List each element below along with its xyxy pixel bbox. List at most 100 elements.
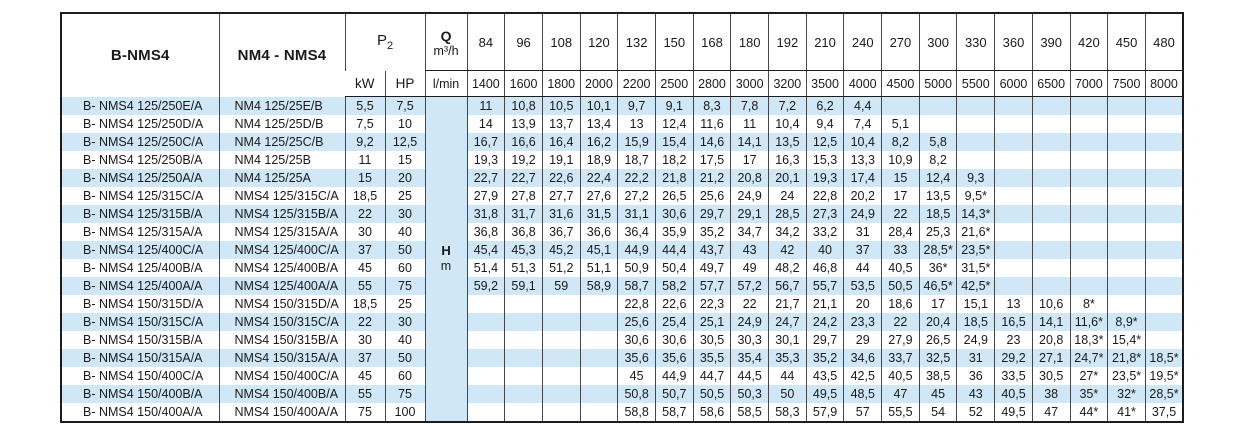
head-m-value: 21,6* <box>956 223 995 241</box>
head-m-value: 22,7 <box>504 169 543 187</box>
flow-header-lmin: 4500 <box>881 70 920 97</box>
head-m-value: 30,5 <box>692 331 731 349</box>
b-nms4-model-name: B- NMS4 150/400C/A <box>83 369 204 383</box>
head-m-value <box>1144 205 1184 223</box>
head-m-value: 36,6 <box>579 223 618 241</box>
head-m-value: 21,1 <box>805 295 844 313</box>
head-m-value: 18,9 <box>579 151 618 169</box>
head-m-value: 20,1 <box>768 169 807 187</box>
flow-header-lmin: 7000 <box>1069 70 1108 97</box>
head-m-value: 23,5* <box>1107 367 1146 385</box>
head-m-value: 23,3 <box>843 313 882 331</box>
head-m-value <box>1144 187 1184 205</box>
flow-header-m3h: 96 <box>504 13 543 71</box>
head-m-value <box>1107 115 1146 133</box>
nm4-nms4-model-name: NMS4 150/315D/A <box>218 295 345 313</box>
head-m-value: 43 <box>730 241 769 259</box>
head-m-value: 22,2 <box>617 169 656 187</box>
flow-header-m3h: 450 <box>1107 13 1146 71</box>
head-m-value <box>541 403 581 422</box>
head-m-value: 40 <box>805 241 844 259</box>
head-m-value: 36,4 <box>617 223 656 241</box>
head-m-value <box>1031 96 1071 115</box>
nm4-nms4-model-name: NMS4 150/315C/A <box>218 313 345 331</box>
unit-header-hp: HP <box>384 70 426 97</box>
flow-header-lmin: 2200 <box>617 70 656 97</box>
head-m-value: 57,2 <box>730 277 769 295</box>
head-m-value <box>1144 169 1184 187</box>
head-m-value: 44,4 <box>654 241 694 259</box>
head-m-value: 19,3 <box>805 169 844 187</box>
head-m-value: 35,6 <box>617 349 656 367</box>
flow-header-lmin: 2500 <box>654 70 694 97</box>
flow-header-m3h: 84 <box>466 13 505 71</box>
p2-kw-value: 45 <box>344 367 385 385</box>
flow-header-lmin: 2800 <box>692 70 731 97</box>
p2-hp-value: 30 <box>384 313 426 331</box>
head-m-value: 20,8 <box>1031 331 1071 349</box>
head-m-value <box>1144 115 1184 133</box>
head-m-value: 21,7 <box>768 295 807 313</box>
flow-header-m3h: 390 <box>1031 13 1071 71</box>
head-m-value <box>1144 133 1184 151</box>
head-m-value: 35,5 <box>692 349 731 367</box>
head-m-value: 19,3 <box>466 151 505 169</box>
p2-kw-value: 7,5 <box>344 115 385 133</box>
head-m-value: 24,2 <box>805 313 844 331</box>
flow-header-lmin: 6000 <box>994 70 1033 97</box>
head-m-value: 59,1 <box>504 277 543 295</box>
head-m-value: 30,5 <box>1031 367 1071 385</box>
head-m-value <box>1069 205 1108 223</box>
b-nms4-model-name: B- NMS4 125/400A/A <box>61 277 219 295</box>
head-m-value <box>1069 115 1108 133</box>
head-m-value: 13,5 <box>918 187 957 205</box>
head-m-value <box>466 331 505 349</box>
head-m-value <box>504 403 543 422</box>
head-m-value: 51,3 <box>504 259 543 277</box>
head-m-value: 11,6* <box>1069 313 1108 331</box>
head-m-value: 24,9 <box>843 205 882 223</box>
head-m-value: 9,7 <box>617 96 656 115</box>
head-m-value: 27,9 <box>881 331 920 349</box>
head-m-value <box>541 349 581 367</box>
head-m-value <box>881 96 920 115</box>
head-m-value: 45,2 <box>541 241 581 259</box>
nm4-nms4-model-name: NMS4 150/400B/A <box>218 385 345 403</box>
head-m-value <box>956 151 995 169</box>
flow-header-m3h: 132 <box>617 13 656 71</box>
head-m-value: 15,1 <box>956 295 995 313</box>
head-m-value: 19,1 <box>541 151 581 169</box>
head-m-value: 14,1 <box>730 133 769 151</box>
head-m-value <box>1069 241 1108 259</box>
head-m-value: 55,7 <box>805 277 844 295</box>
head-m-value: 8* <box>1069 295 1108 313</box>
head-m-value: 49,5 <box>994 403 1033 422</box>
head-m-value: 44,9 <box>654 367 694 385</box>
head-m-value: 5,8 <box>918 133 957 151</box>
head-m-value: 12,5 <box>805 133 844 151</box>
head-m-value: 22,4 <box>579 169 618 187</box>
head-symbol: H <box>441 243 451 259</box>
head-m-value: 18,5* <box>1144 349 1184 367</box>
head-m-value: 14 <box>466 115 505 133</box>
head-m-value: 25,6 <box>692 187 731 205</box>
head-m-value: 57,7 <box>692 277 731 295</box>
head-m-value: 20 <box>843 295 882 313</box>
head-m-value: 8,2 <box>881 133 920 151</box>
flow-header-lmin: 1800 <box>541 70 581 97</box>
head-m-value: 31,5 <box>579 205 618 223</box>
head-m-value <box>1031 169 1071 187</box>
head-m-value: 58,2 <box>654 277 694 295</box>
head-m-value <box>541 385 581 403</box>
b-nms4-model-name: B- NMS4 150/315D/A <box>83 297 204 311</box>
head-m-value: 46,5* <box>918 277 957 295</box>
head-m-value: 59,2 <box>466 277 505 295</box>
table-row: B- NMS4 125/250D/A NM4 125/25D/B 7,5 10 14 13… <box>61 115 1184 133</box>
flow-header-m3h: 180 <box>730 13 769 71</box>
flow-header-m3h: 168 <box>692 13 731 71</box>
head-m-value <box>466 403 505 422</box>
head-m-value: 21,8* <box>1107 349 1146 367</box>
head-m-value: 31,1 <box>617 205 656 223</box>
head-m-value: 34,6 <box>843 349 882 367</box>
